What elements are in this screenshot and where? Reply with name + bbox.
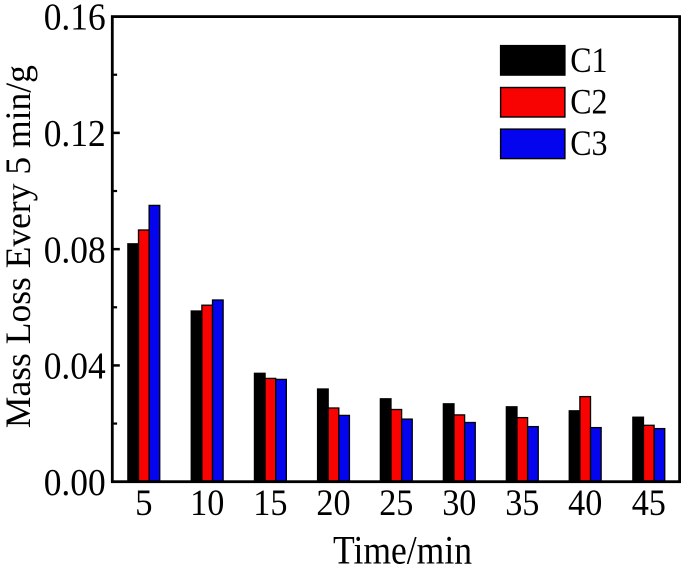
- svg-text:C1: C1: [570, 40, 607, 80]
- svg-text:C3: C3: [570, 123, 607, 163]
- svg-text:40: 40: [568, 483, 602, 524]
- svg-text:45: 45: [632, 483, 666, 524]
- svg-text:Mass Loss Every 5 min/g: Mass Loss Every 5 min/g: [0, 65, 38, 428]
- svg-text:C2: C2: [570, 82, 607, 122]
- svg-text:20: 20: [316, 483, 350, 524]
- svg-text:0.00: 0.00: [44, 462, 106, 504]
- svg-text:5: 5: [135, 483, 152, 524]
- svg-text:25: 25: [379, 483, 413, 524]
- svg-text:30: 30: [442, 483, 476, 524]
- svg-text:Time/min: Time/min: [333, 527, 472, 572]
- svg-text:0.12: 0.12: [44, 113, 106, 155]
- svg-text:0.16: 0.16: [44, 0, 106, 39]
- svg-text:0.04: 0.04: [44, 346, 106, 388]
- svg-text:15: 15: [253, 483, 287, 524]
- svg-text:10: 10: [190, 483, 224, 524]
- svg-text:35: 35: [505, 483, 539, 524]
- svg-text:0.08: 0.08: [44, 229, 106, 271]
